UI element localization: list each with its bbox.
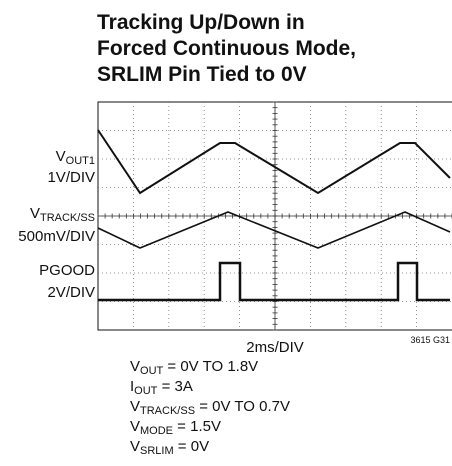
channel-name: VTRACK/SS (30, 205, 95, 224)
note-line: VTRACK/SS = 0V TO 0.7V (130, 398, 290, 417)
title-line: SRLIM Pin Tied to 0V (97, 63, 307, 86)
title-line: Tracking Up/Down in (97, 11, 305, 34)
time-scale: 2ms/DIV (246, 339, 304, 356)
vout-trace (97, 129, 451, 195)
note-line: VMODE = 1.5V (130, 418, 221, 437)
note-line: VSRLIM = 0V (130, 438, 209, 457)
title-line: Forced Continuous Mode, (97, 37, 356, 60)
channel-scale: 500mV/DIV (18, 228, 95, 245)
note-line: IOUT = 3A (130, 378, 193, 397)
note-line: VOUT = 0V TO 1.8V (130, 358, 258, 377)
channel-name: PGOOD (39, 262, 95, 279)
channel-scale: 2V/DIV (47, 284, 95, 301)
channel-scale: 1V/DIV (47, 169, 95, 186)
figure-id: 3615 G31 (410, 335, 450, 345)
channel-name: VOUT1 (56, 148, 95, 167)
track-trace (97, 211, 451, 249)
pgood-trace (98, 261, 450, 302)
